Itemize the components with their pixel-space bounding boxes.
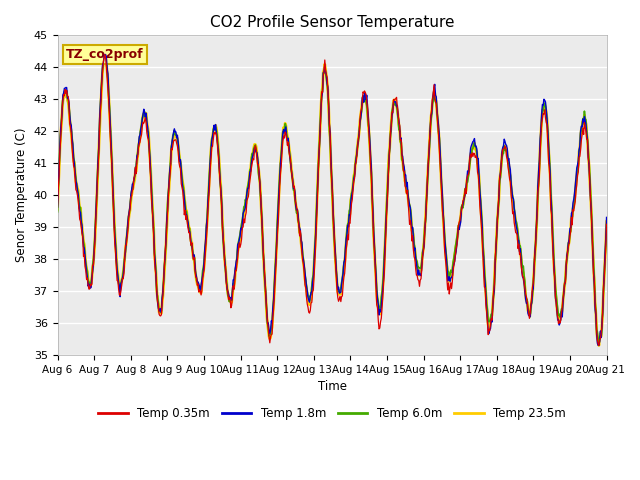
Text: TZ_co2prof: TZ_co2prof xyxy=(66,48,143,61)
Legend: Temp 0.35m, Temp 1.8m, Temp 6.0m, Temp 23.5m: Temp 0.35m, Temp 1.8m, Temp 6.0m, Temp 2… xyxy=(93,402,570,425)
X-axis label: Time: Time xyxy=(317,380,346,393)
Y-axis label: Senor Temperature (C): Senor Temperature (C) xyxy=(15,128,28,263)
Title: CO2 Profile Sensor Temperature: CO2 Profile Sensor Temperature xyxy=(210,15,454,30)
